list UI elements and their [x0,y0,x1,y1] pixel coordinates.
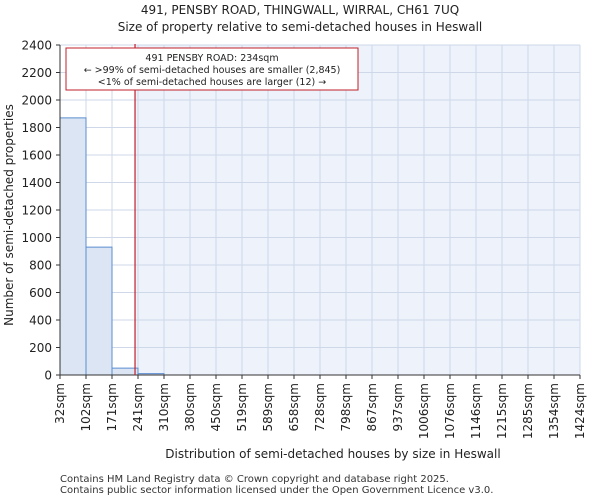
x-tick-label: 241sqm [131,383,145,431]
y-tick-label: 1000 [21,231,52,245]
x-tick-label: 867sqm [365,383,379,431]
annotation-box [65,47,359,91]
x-tick-label: 1215sqm [495,383,509,439]
y-tick-label: 1200 [21,204,52,218]
histogram-chart: 0 200 400 600 800 1000 1200 1400 1600 1800 2000 220… [2,39,587,462]
y-tick-label: 2000 [21,94,52,108]
y-axis-label: Number of semi-detached properties [2,104,16,326]
x-tick-label: 937sqm [391,383,405,431]
y-tick-label: 2200 [21,66,52,80]
x-tick-label: 310sqm [157,383,171,431]
annotation-line-3: <1% of semi-detached houses are larger (… [98,77,326,88]
x-tick-label: 102sqm [79,383,93,431]
footer-copyright: Contains HM Land Registry data © Crown c… [60,474,449,485]
y-tick-label: 200 [29,341,52,355]
x-tick-label: 380sqm [183,383,197,431]
chart-title: 491, PENSBY ROAD, THINGWALL, WIRRAL, CH6… [140,3,460,17]
x-tick-label: 450sqm [209,383,223,431]
x-axis-label: Distribution of semi-detached houses by … [165,447,500,461]
chart-subtitle: Size of property relative to semi-detach… [117,20,483,34]
x-tick-label: 728sqm [313,383,327,431]
x-tick-label: 1076sqm [443,383,457,439]
y-tick-label: 1800 [21,121,52,135]
annotation-line-1: 491 PENSBY ROAD: 234sqm [145,53,278,64]
histogram-bar [111,367,139,376]
x-tick-label: 519sqm [235,383,249,431]
annotation-line-2: ← >99% of semi-detached houses are small… [84,65,341,76]
x-tick-label: 1424sqm [573,383,587,439]
x-tick-label: 589sqm [261,383,275,431]
x-tick-label: 798sqm [339,383,353,431]
x-tick-label: 1006sqm [417,383,431,439]
footer-licence: Contains public sector information licen… [60,485,494,496]
x-tick-label: 1146sqm [469,383,483,439]
histogram-bar [59,117,87,376]
x-tick-label: 1285sqm [521,383,535,439]
y-tick-label: 1600 [21,149,52,163]
y-tick-label: 600 [29,286,52,300]
x-tick-label: 171sqm [105,383,119,431]
y-tick-label: 400 [29,314,52,328]
x-tick-label: 32sqm [53,383,67,424]
histogram-bar [85,246,113,376]
x-tick-label: 658sqm [287,383,301,431]
y-tick-label: 0 [44,369,52,383]
y-tick-label: 2400 [21,39,52,53]
y-tick-label: 800 [29,259,52,273]
y-tick-label: 1400 [21,176,52,190]
x-tick-label: 1354sqm [547,383,561,439]
